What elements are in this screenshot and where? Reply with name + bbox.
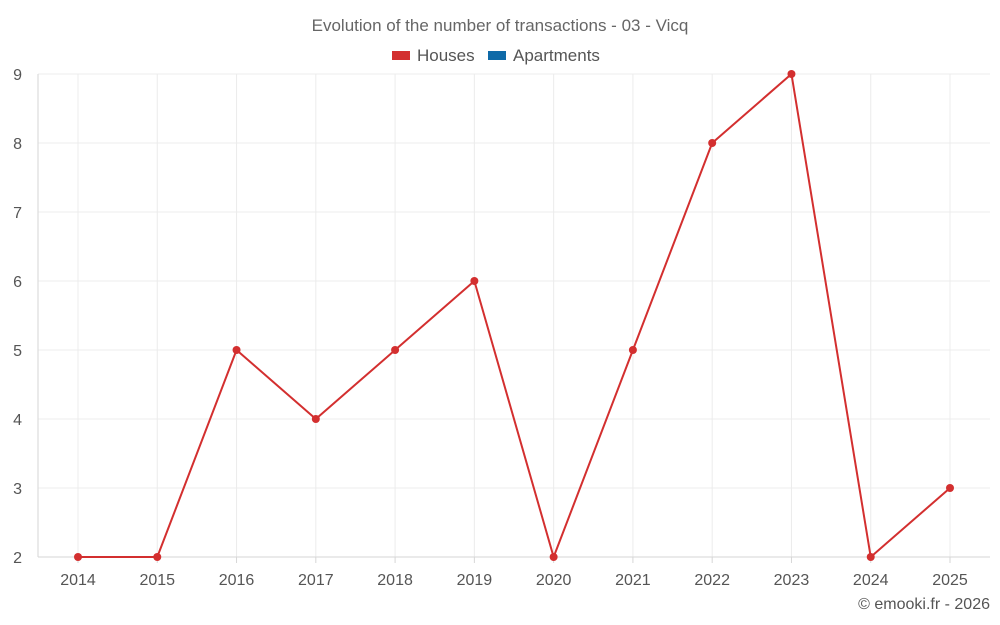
data-point-houses-2019[interactable] [470, 277, 479, 285]
x-tick-label: 2016 [219, 572, 255, 589]
data-point-houses-2025[interactable] [946, 484, 954, 492]
y-tick-label: 8 [13, 136, 22, 153]
data-point-houses-2018[interactable] [391, 346, 400, 354]
data-point-houses-2024[interactable] [866, 553, 875, 561]
data-point-houses-2014[interactable] [74, 553, 82, 561]
y-tick-label: 3 [13, 481, 22, 498]
legend: Houses Apartments [392, 46, 600, 65]
x-tick-label: 2022 [694, 572, 730, 589]
x-tick-label: 2018 [377, 572, 413, 589]
data-point-houses-2021[interactable] [628, 346, 637, 354]
x-tick-label: 2014 [60, 572, 96, 589]
legend-swatch-apartments [488, 51, 506, 60]
x-tick-label: 2024 [853, 572, 889, 589]
data-point-houses-2022[interactable] [708, 139, 717, 147]
data-point-houses-2015[interactable] [153, 553, 162, 561]
data-point-houses-2017[interactable] [311, 415, 320, 423]
tick-layer: 2 3 4 5 6 7 8 9 2014 2015 2016 2017 2018 2019 2020 2021… [13, 67, 968, 589]
x-tick-label: 2015 [139, 572, 175, 589]
series-layer [74, 70, 954, 561]
data-point-houses-2016[interactable] [232, 346, 241, 354]
x-tick-label: 2017 [298, 572, 334, 589]
credit-text: © emooki.fr - 2026 [858, 596, 990, 613]
chart-title: Evolution of the number of transactions … [312, 16, 689, 35]
x-tick-label: 2021 [615, 572, 651, 589]
legend-label-apartments[interactable]: Apartments [513, 46, 600, 65]
data-point-houses-2020[interactable] [549, 553, 558, 561]
legend-label-houses[interactable]: Houses [417, 46, 475, 65]
axis-layer [37, 74, 990, 563]
y-tick-label: 4 [13, 412, 22, 429]
grid-layer [38, 73, 990, 557]
y-tick-label: 6 [13, 274, 22, 291]
x-tick-label: 2020 [536, 572, 572, 589]
y-tick-label: 5 [13, 343, 22, 360]
y-tick-label: 2 [13, 550, 22, 567]
x-tick-label: 2023 [774, 572, 810, 589]
series-line-houses [78, 73, 951, 558]
x-tick-label: 2019 [457, 572, 493, 589]
y-tick-label: 7 [13, 205, 22, 222]
y-tick-label: 9 [13, 67, 22, 84]
legend-swatch-houses [392, 51, 410, 60]
data-point-houses-2023[interactable] [787, 70, 796, 78]
x-tick-label: 2025 [932, 572, 968, 589]
